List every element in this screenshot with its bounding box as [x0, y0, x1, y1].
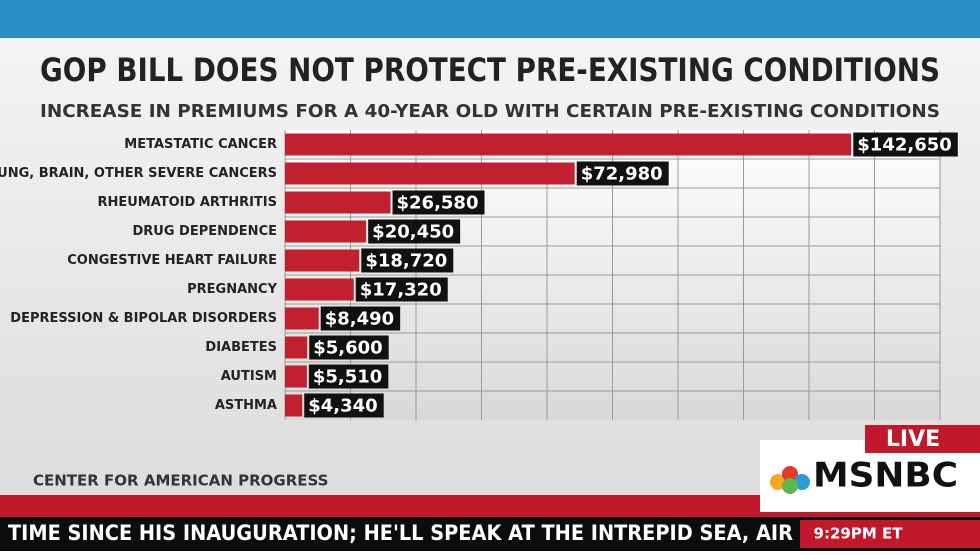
bar [285, 162, 575, 185]
value-label-bg [853, 132, 958, 157]
value-label: $17,320 [360, 280, 442, 301]
value-label-bg [576, 161, 669, 186]
bar [285, 394, 303, 417]
value-label-bg [355, 277, 448, 302]
bar [285, 307, 319, 330]
category-label: ASTHMA [215, 398, 277, 413]
value-label: $5,510 [313, 367, 382, 388]
category-label: DRUG DEPENDENCE [133, 224, 278, 239]
category-label: LUNG, BRAIN, OTHER SEVERE CANCERS [0, 166, 277, 181]
bar [285, 278, 354, 301]
bar [285, 249, 360, 272]
value-label: $20,450 [372, 222, 454, 243]
category-label: AUTISM [221, 369, 277, 384]
value-label: $8,490 [325, 309, 394, 330]
value-label-bg [304, 393, 384, 418]
live-badge [865, 425, 980, 453]
category-label: RHEUMATOID ARTHRITIS [97, 195, 277, 210]
bar [285, 336, 308, 359]
value-label: $5,600 [313, 338, 382, 359]
category-label: DEPRESSION & BIPOLAR DISORDERS [10, 311, 277, 326]
value-label-bg [361, 248, 454, 273]
value-label-bg [368, 219, 461, 244]
time-box [800, 520, 980, 548]
clock: 9:29PM ET [814, 525, 904, 543]
value-label: $142,650 [857, 135, 952, 156]
category-label: PREGNANCY [187, 282, 277, 297]
value-label-bg [308, 364, 389, 389]
value-label: $18,720 [365, 251, 447, 272]
network-logo: MSNBC [813, 456, 958, 496]
value-label: $26,580 [397, 193, 479, 214]
peacock-logo [770, 466, 810, 494]
bar [285, 133, 852, 156]
value-label: $4,340 [308, 396, 377, 417]
value-label-bg [309, 335, 389, 360]
bar [285, 365, 307, 388]
source: CENTER FOR AMERICAN PROGRESS [33, 472, 328, 490]
value-label-bg [320, 306, 401, 331]
value-label: $72,980 [581, 164, 663, 185]
category-label: DIABETES [205, 340, 277, 355]
chart-title: GOP BILL DOES NOT PROTECT PRE-EXISTING C… [40, 51, 940, 89]
category-label: METASTATIC CANCER [124, 137, 277, 152]
chart: METASTATIC CANCER $142,650 LUNG, BRAIN, OT… [0, 130, 958, 420]
bar [285, 220, 367, 243]
ticker-text: TIME SINCE HIS INAUGURATION; HE'LL SPEAK… [8, 521, 793, 545]
bar [285, 191, 391, 214]
chart-subtitle: INCREASE IN PREMIUMS FOR A 40-YEAR OLD W… [40, 101, 940, 122]
value-label-bg [392, 190, 485, 215]
red-strip [0, 495, 980, 517]
category-label: CONGESTIVE HEART FAILURE [67, 253, 277, 268]
live-text: LIVE [886, 427, 940, 452]
